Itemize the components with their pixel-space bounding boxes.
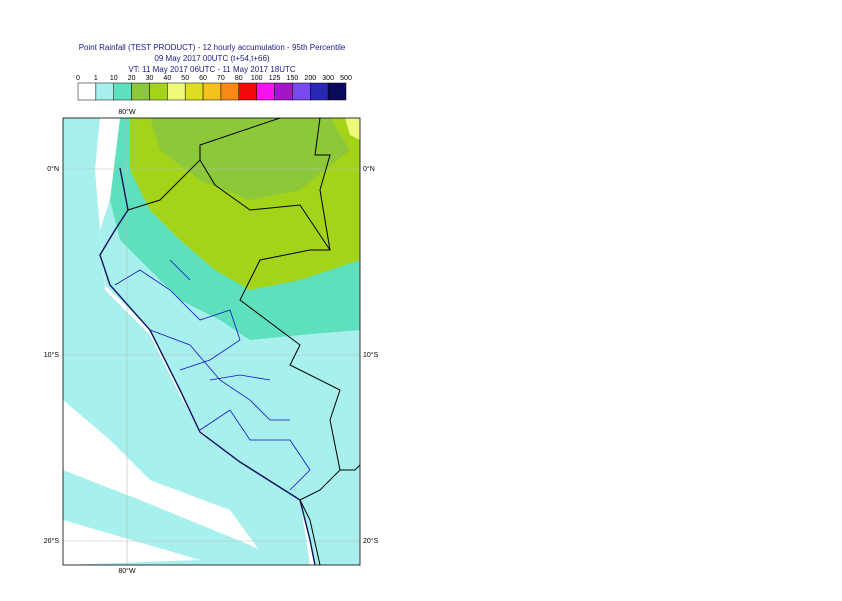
legend-swatch — [77, 82, 97, 101]
legend-label: 40 — [163, 75, 171, 82]
legend-swatch — [327, 82, 347, 101]
border — [299, 464, 360, 565]
legend-label: 60 — [199, 75, 207, 82]
legend-label: 100 — [251, 75, 263, 82]
legend-swatch — [256, 82, 275, 101]
legend-swatch — [131, 82, 150, 101]
rain-zone — [345, 118, 360, 140]
legend-swatch — [167, 82, 186, 101]
legend-swatch — [310, 82, 329, 101]
title: Point Rainfall (TEST PRODUCT) - 12 hourl… — [79, 43, 346, 52]
legend-label: 500 — [340, 75, 352, 82]
legend-label: 80 — [235, 75, 243, 82]
legend-label: 20 — [128, 75, 136, 82]
legend-swatch — [202, 82, 222, 101]
lon-label: 80°W — [118, 108, 136, 116]
map-frame — [62, 117, 361, 566]
legend-label: 150 — [287, 75, 299, 82]
lat-label: 0°N — [47, 165, 59, 173]
legend-label: 1 — [94, 75, 98, 82]
legend-swatch — [113, 82, 132, 101]
legend-label: 300 — [322, 75, 334, 82]
lon-label: 80°W — [118, 567, 136, 575]
ocean-dry — [63, 520, 200, 565]
legend-swatch — [149, 82, 168, 101]
legend-swatch — [95, 82, 114, 101]
valid-time: VT: 11 May 2017 06UTC - 11 May 2017 18UT… — [128, 65, 296, 74]
coastline — [99, 167, 316, 565]
border — [199, 118, 331, 251]
lat-label: 20°S — [363, 537, 379, 545]
legend-swatch — [292, 82, 311, 101]
rain-zone — [150, 118, 350, 200]
lat-label: 0°N — [363, 165, 375, 173]
ocean-rain — [63, 118, 310, 565]
lat-label: 20°S — [44, 537, 60, 545]
border — [127, 159, 341, 501]
legend-label: 0 — [76, 75, 80, 82]
legend-label: 10 — [110, 75, 118, 82]
legend-label: 50 — [181, 75, 189, 82]
legend-label: 30 — [146, 75, 154, 82]
lat-label: 10°S — [44, 351, 60, 359]
legend: 0 1 10 20 30 40 50 60 70 80 100 125 150 200 300 500 — [76, 75, 352, 101]
legend-swatch — [220, 82, 240, 101]
legend-swatch — [238, 82, 257, 101]
legend-swatch — [184, 82, 204, 101]
legend-label: 125 — [269, 75, 281, 82]
region-border — [114, 259, 311, 491]
subtitle: 09 May 2017 00UTC (t+54,t+66) — [154, 54, 270, 63]
legend-label: 200 — [304, 75, 316, 82]
lat-label: 10°S — [363, 351, 379, 359]
legend-swatch — [274, 82, 293, 101]
map — [63, 118, 360, 565]
legend-label: 70 — [217, 75, 225, 82]
